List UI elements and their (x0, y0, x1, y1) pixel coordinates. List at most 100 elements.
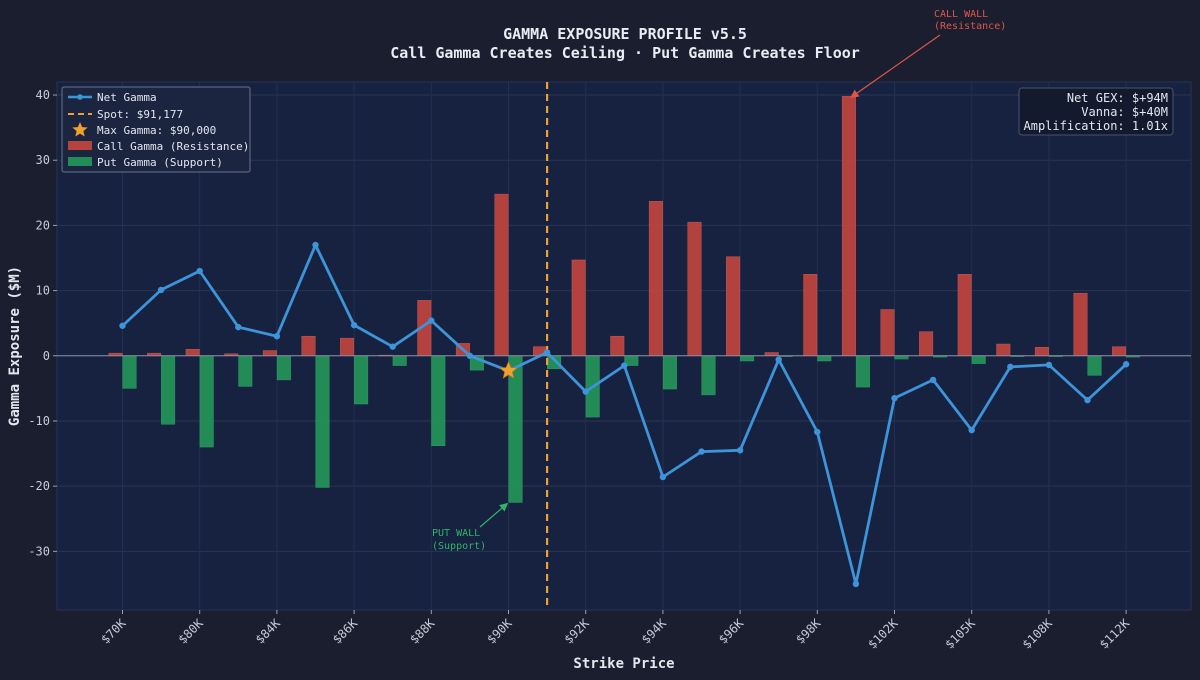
net-gamma-point (119, 322, 126, 329)
call-gamma-bar (996, 343, 1011, 357)
info-box-frame (1018, 87, 1174, 136)
call-gamma-bar (1112, 346, 1127, 357)
put-wall-arrow (479, 502, 509, 528)
max-gamma-star-icon (499, 361, 518, 379)
put-gamma-bar (855, 355, 870, 388)
net-gamma-point (1007, 363, 1014, 371)
call-gamma-bar (262, 350, 277, 357)
net-gamma-point (698, 448, 705, 455)
put-gamma-bar (817, 355, 832, 362)
net-gamma-point (389, 343, 396, 350)
net-gamma-point (1122, 361, 1130, 368)
y-tick-label: -30 (28, 544, 50, 558)
vanna-value: Vanna: $+40M (1081, 105, 1168, 119)
net-gamma-point (235, 323, 242, 331)
legend-net-marker (77, 94, 83, 100)
net-gamma-point (891, 394, 898, 402)
net-gamma-point (157, 286, 165, 294)
net-gamma-point (350, 321, 358, 329)
net-gamma-point (1045, 361, 1053, 369)
legend-max-label: Max Gamma: $90,000 (97, 124, 216, 137)
call-wall-arrow (850, 34, 941, 98)
y-tick-label: 30 (36, 153, 50, 167)
put-wall-label: PUT WALL (432, 528, 480, 539)
call-wall-sublabel: (Resistance) (934, 21, 1006, 32)
put-gamma-bar (1087, 355, 1102, 376)
y-tick-label: 10 (36, 284, 50, 298)
put-gamma-bar (431, 355, 446, 446)
net-gamma-point (312, 241, 319, 249)
put-gamma-bar (971, 355, 986, 364)
legend-call-label: Call Gamma (Resistance) (97, 140, 249, 153)
y-tick-label: -10 (28, 414, 50, 428)
net-gamma-point (621, 362, 628, 369)
y-tick-label: 20 (36, 218, 50, 232)
call-gamma-bar (571, 259, 586, 357)
net-gamma-point (1084, 396, 1091, 404)
call-gamma-bar (185, 349, 200, 357)
put-gamma-bar (701, 355, 716, 396)
y-axis-ticks: -30 -20 -10 0 10 20 30 40 (28, 88, 57, 558)
legend-put-label: Put Gamma (Support) (97, 156, 223, 169)
max-gamma-marker (499, 361, 518, 379)
net-gamma-point (659, 473, 667, 481)
x-axis-title: Strike Price (573, 656, 674, 672)
info-box: Net GEX: $+94M Vanna: $+40M Amplificatio… (1018, 87, 1174, 136)
net-gamma-point (736, 447, 744, 454)
amplification-value: Amplification: 1.01x (1024, 119, 1169, 133)
call-gamma-bar (1073, 292, 1088, 357)
net-gamma-point (852, 580, 860, 588)
net-gamma-point (814, 428, 821, 436)
call-gamma-bar (687, 221, 702, 357)
put-gamma-bar (315, 355, 330, 488)
call-wall-label: CALL WALL (934, 9, 988, 20)
call-gamma-bar (610, 335, 625, 357)
call-gamma-bar (648, 201, 663, 357)
net-gamma-point (428, 317, 435, 324)
y-tick-label: 0 (43, 349, 50, 363)
put-gamma-bar (276, 355, 291, 381)
net-gamma-point (273, 333, 281, 340)
legend: Net Gamma Spot: $91,177 Max Gamma: $90,0… (61, 86, 251, 173)
y-tick-label: 40 (36, 88, 50, 102)
chart-subtitle: Call Gamma Creates Ceiling · Put Gamma C… (390, 44, 860, 62)
net-gamma-point (582, 388, 589, 395)
call-gamma-bar (957, 274, 972, 357)
put-gamma-bar (508, 355, 523, 503)
put-gamma-bar (161, 355, 176, 425)
legend-spot-label: Spot: $91,177 (97, 108, 183, 121)
net-gamma-point (543, 349, 551, 356)
call-gamma-bar (841, 96, 856, 357)
legend-put-swatch (68, 157, 92, 166)
put-gamma-bar (740, 355, 755, 362)
call-gamma-bar (1034, 347, 1049, 357)
put-wall-annotation: PUT WALL (Support) (432, 502, 509, 552)
net-gamma-point (466, 352, 474, 359)
y-axis-title: Gamma Exposure ($M) (7, 266, 23, 426)
call-gamma-bar (803, 274, 818, 357)
call-wall-annotation: CALL WALL (Resistance) (850, 9, 1006, 98)
put-gamma-bar (199, 355, 214, 448)
call-gamma-bar (494, 193, 509, 357)
put-wall-sublabel: (Support) (432, 541, 486, 552)
legend-net-label: Net Gamma (97, 91, 157, 104)
net-gamma-point (968, 426, 975, 434)
put-gamma-bar (662, 355, 677, 390)
call-gamma-bar (301, 335, 316, 357)
net-gex-value: Net GEX: $+94M (1067, 91, 1168, 105)
legend-call-swatch (68, 141, 92, 150)
net-gamma-point (929, 376, 937, 384)
put-gamma-bar (392, 355, 407, 366)
put-gamma-bar (238, 355, 253, 387)
net-gamma-point (196, 267, 203, 275)
call-gamma-bar (919, 331, 934, 357)
net-gamma-point (775, 356, 782, 363)
star-icon (72, 122, 88, 137)
call-gamma-bar (880, 309, 895, 357)
call-gamma-bar (726, 256, 741, 357)
put-gamma-bar (354, 355, 369, 405)
y-tick-label: -20 (28, 479, 50, 493)
chart-title: GAMMA EXPOSURE PROFILE v5.5 (503, 25, 747, 43)
